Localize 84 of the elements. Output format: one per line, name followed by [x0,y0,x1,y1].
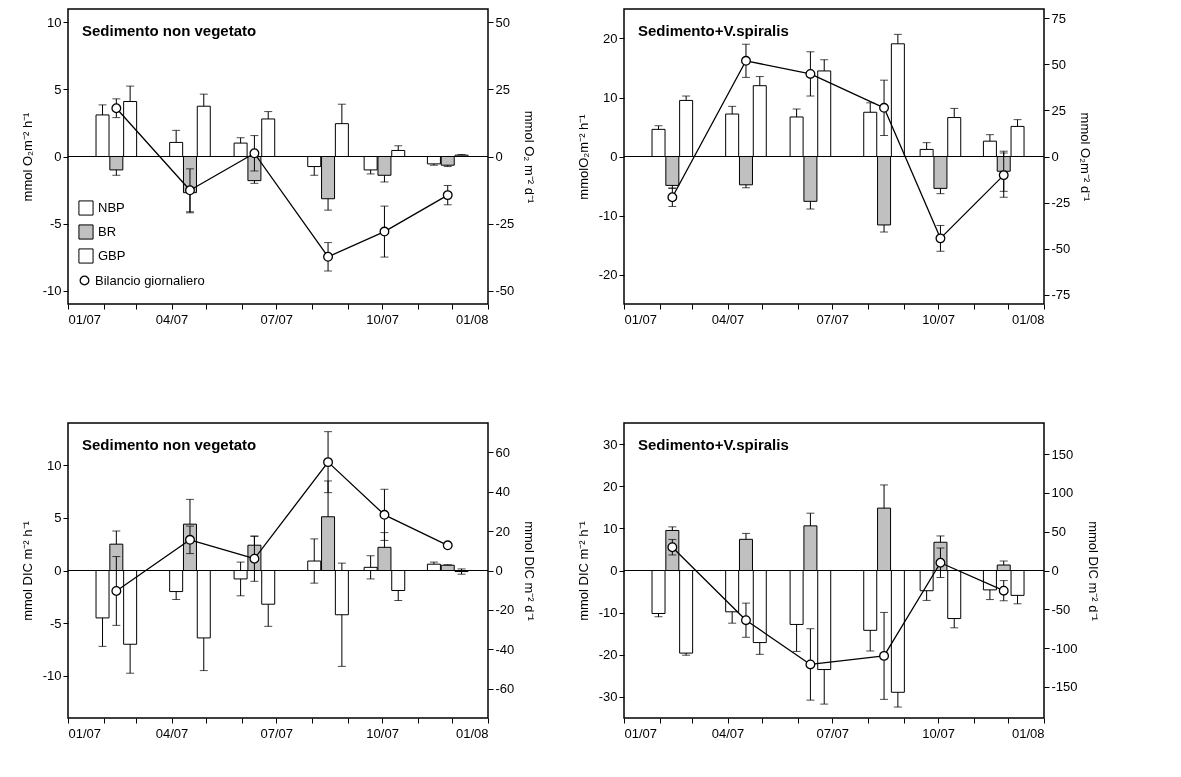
y2-tick-label: -100 [1051,640,1078,656]
y-tick-label: -20 [598,647,618,663]
y2-tick-label: 0 [1051,563,1059,578]
x-tick-label: 01/08 [1011,311,1045,327]
y-axis-title: mmol DIC m⁻² h⁻¹ [575,520,591,621]
x-tick-label: 01/08 [455,725,489,741]
y2-tick-label: 25 [495,81,510,97]
y-tick-label: 10 [47,14,62,30]
x-tick-label: 01/08 [1011,725,1045,741]
text: Sedimento+V.spiralis [638,436,789,453]
x-tick-label: 07/07 [260,725,294,741]
y-tick-label: 0 [54,149,62,164]
y2-tick-label: 40 [495,484,510,500]
y-axis-title: mmol O₂m⁻² h⁻¹ [19,111,35,202]
y2-tick-label: 0 [495,149,503,164]
y-tick-label: 10 [603,520,618,536]
y2-tick-label: 100 [1051,485,1074,501]
y2-tick-label: -50 [1051,601,1071,617]
legend-label: NBP [98,200,125,215]
y-tick-label: 0 [610,563,618,578]
x-tick-label: 01/07 [624,311,658,327]
y-tick-label: -10 [598,208,618,223]
legend-label: GBP [98,248,126,263]
text: Sedimento non vegetato [82,22,257,39]
y2-tick-label: -20 [495,602,515,618]
y-tick-label: -10 [598,605,618,621]
y2-tick-label: 20 [495,523,510,539]
y-axis-title: mmolO₂m⁻² h⁻¹ [575,113,591,200]
text: Sedimento+V.spiralis [638,22,789,39]
y2-tick-label: 60 [495,445,510,460]
x-tick-label: 04/07 [711,311,745,327]
y-tick-label: 20 [603,31,618,46]
x-tick-label: 07/07 [816,725,850,741]
legend-label: BR [98,224,117,239]
y-tick-label: -5 [49,216,62,232]
y-tick-label: 0 [54,563,62,578]
y-tick-label: 5 [54,81,62,97]
y-tick-label: -10 [42,668,62,684]
y-tick-label: -20 [598,267,618,282]
x-tick-label: 04/07 [155,311,189,327]
y-tick-label: -5 [49,615,62,631]
y2-tick-label: 0 [495,563,503,578]
x-tick-label: 10/07 [366,311,399,327]
y-tick-label: -10 [42,283,62,299]
y2-tick-label: 0 [1051,149,1059,164]
y2-tick-label: 25 [1051,102,1066,118]
y-tick-label: 20 [603,478,618,494]
y2-tick-label: -60 [495,681,515,696]
y2-tick-label: -40 [495,641,515,657]
y2-tick-label: -25 [495,216,515,232]
x-tick-label: 10/07 [366,725,399,741]
y-axis-title: mmol DIC m⁻² h⁻¹ [19,520,35,621]
x-tick-label: 04/07 [711,725,745,741]
y2-axis-title: mmol DIC m⁻² d⁻¹ [1085,521,1101,622]
y2-axis-title: mmol O₂m⁻² d⁻¹ [1078,112,1094,203]
y2-tick-label: 75 [1051,10,1066,26]
y2-tick-label: -50 [1051,241,1071,257]
y-tick-label: -30 [598,689,618,705]
x-tick-label: 10/07 [922,725,955,741]
x-tick-label: 01/08 [455,311,489,327]
y-tick-label: 30 [603,436,618,452]
y2-tick-label: 50 [1051,524,1066,540]
y2-tick-label: -75 [1051,287,1071,303]
y2-tick-label: -50 [495,283,515,299]
y2-tick-label: 50 [1051,56,1066,72]
y-tick-label: 0 [610,149,618,164]
y-tick-label: 10 [47,457,62,473]
y2-axis-title: mmol O₂ m⁻² d⁻¹ [522,110,538,204]
y2-tick-label: -150 [1051,679,1078,695]
x-tick-label: 01/07 [624,725,658,741]
y2-tick-label: 150 [1051,446,1074,462]
x-tick-label: 07/07 [260,311,294,327]
y-tick-label: 10 [603,90,618,105]
y2-tick-label: 50 [495,14,510,30]
x-tick-label: 04/07 [155,725,189,741]
y2-axis-title: mmol DIC m⁻² d⁻¹ [522,521,538,622]
text: Sedimento non vegetato [82,436,257,453]
legend-label: Bilancio giornaliero [95,272,205,288]
y2-tick-label: -25 [1051,195,1071,211]
y-tick-label: 5 [54,510,62,526]
x-tick-label: 01/07 [68,725,102,741]
x-tick-label: 10/07 [922,311,955,327]
x-tick-label: 01/07 [68,311,102,327]
x-tick-label: 07/07 [816,311,850,327]
